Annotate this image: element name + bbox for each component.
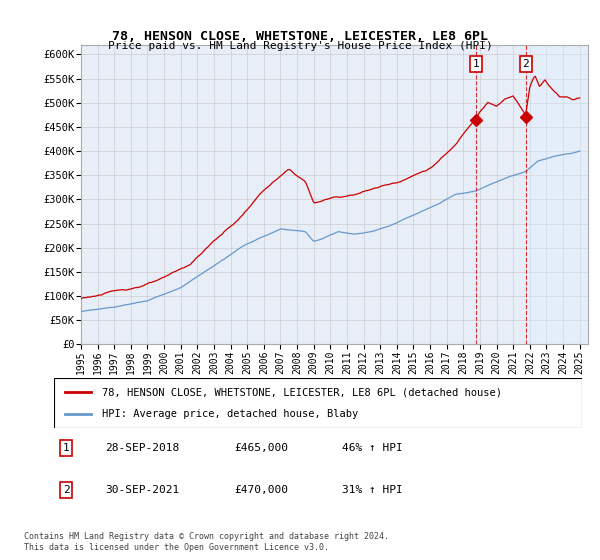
Text: Price paid vs. HM Land Registry's House Price Index (HPI): Price paid vs. HM Land Registry's House … [107,41,493,51]
Text: 1: 1 [472,59,479,69]
Text: 30-SEP-2021: 30-SEP-2021 [105,485,179,495]
Text: Contains HM Land Registry data © Crown copyright and database right 2024.
This d: Contains HM Land Registry data © Crown c… [24,532,389,552]
Text: 46% ↑ HPI: 46% ↑ HPI [342,443,403,453]
Bar [526,45,588,344]
Text: 78, HENSON CLOSE, WHETSTONE, LEICESTER, LE8 6PL (detached house): 78, HENSON CLOSE, WHETSTONE, LEICESTER, … [101,387,502,397]
Text: 78, HENSON CLOSE, WHETSTONE, LEICESTER, LE8 6PL: 78, HENSON CLOSE, WHETSTONE, LEICESTER, … [112,30,488,43]
Text: HPI: Average price, detached house, Blaby: HPI: Average price, detached house, Blab… [101,409,358,419]
FancyBboxPatch shape [54,378,582,428]
Text: 28-SEP-2018: 28-SEP-2018 [105,443,179,453]
Text: £465,000: £465,000 [234,443,288,453]
Text: 31% ↑ HPI: 31% ↑ HPI [342,485,403,495]
Text: 1: 1 [62,443,70,453]
Text: 2: 2 [62,485,70,495]
Text: 2: 2 [522,59,529,69]
Text: £470,000: £470,000 [234,485,288,495]
